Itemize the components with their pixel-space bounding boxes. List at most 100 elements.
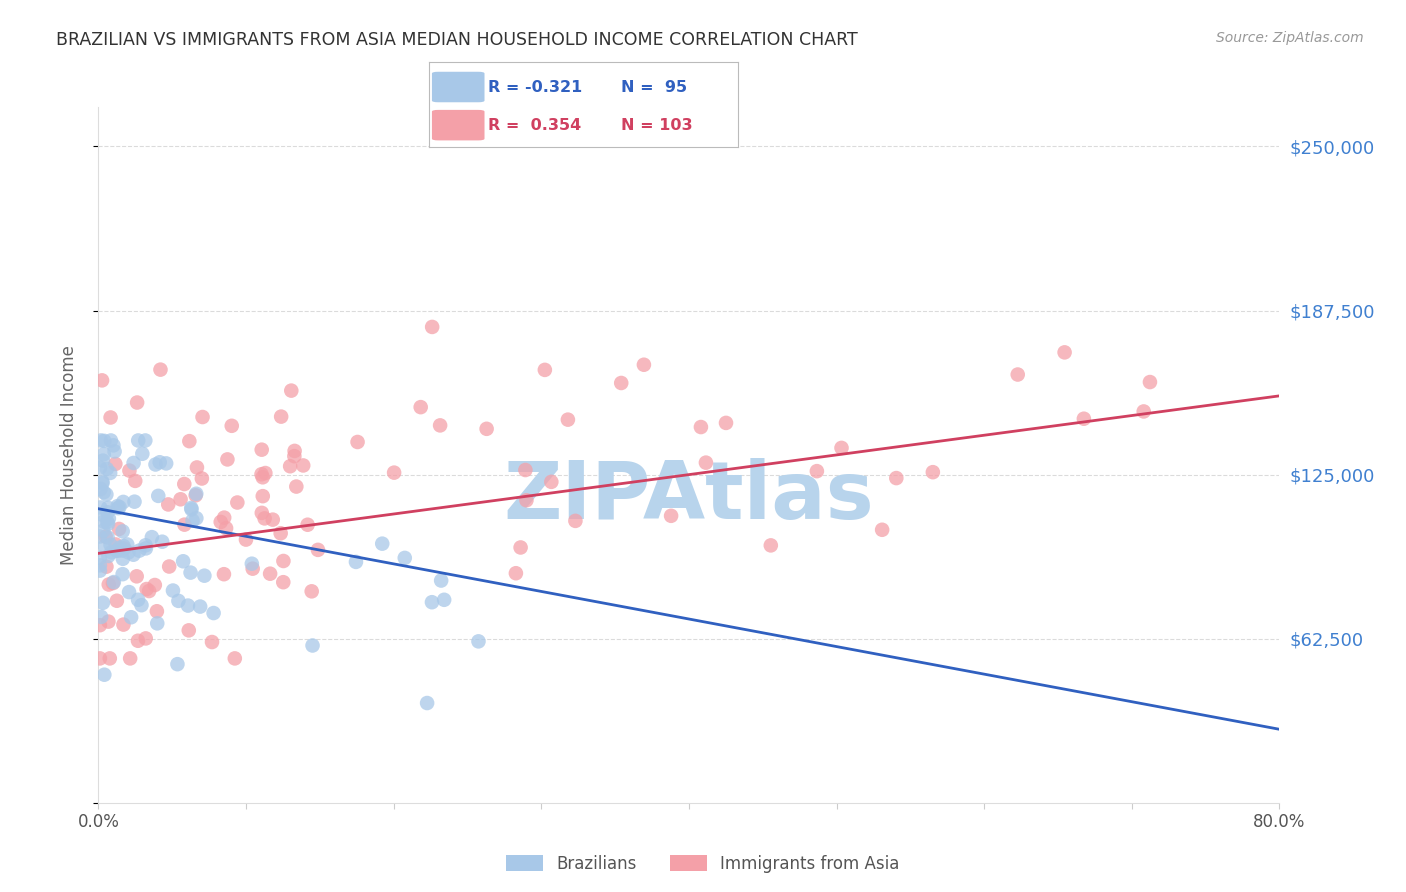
Point [202, 606, 225, 620]
Point [93, 524, 115, 538]
Point [111, 567, 134, 582]
Point [111, 524, 134, 539]
Point [1053, 345, 1076, 359]
Point [610, 376, 633, 390]
Point [98, 466, 121, 480]
Point [108, 541, 131, 555]
Point [90, 434, 112, 448]
Point [127, 434, 149, 448]
Point [633, 358, 655, 372]
Point [111, 543, 134, 558]
FancyBboxPatch shape [432, 71, 485, 103]
Point [252, 489, 274, 503]
Point [96, 515, 118, 529]
Point [89, 564, 111, 578]
Point [394, 550, 416, 565]
Point [259, 566, 281, 581]
Point [250, 442, 273, 457]
Point [141, 530, 163, 544]
Point [235, 533, 257, 547]
Point [96, 559, 118, 574]
FancyBboxPatch shape [432, 110, 485, 140]
Point [226, 495, 249, 509]
Point [285, 479, 308, 493]
Point [1007, 368, 1029, 382]
Point [564, 514, 586, 528]
Point [429, 418, 451, 433]
Point [93, 485, 115, 500]
Point [169, 492, 191, 507]
Point [143, 578, 166, 592]
Point [714, 416, 737, 430]
Text: R = -0.321: R = -0.321 [488, 79, 582, 95]
Text: ZIPAtlas: ZIPAtlas [503, 458, 875, 536]
Point [118, 464, 141, 478]
Point [212, 510, 235, 524]
Point [759, 538, 782, 552]
Point [131, 598, 153, 612]
Point [217, 452, 239, 467]
Point [467, 634, 489, 648]
Point [107, 501, 129, 516]
Point [108, 500, 131, 514]
Point [240, 557, 263, 571]
Point [534, 363, 557, 377]
Point [167, 594, 190, 608]
Point [505, 566, 527, 581]
Point [91, 453, 114, 467]
Point [89, 500, 111, 515]
Point [93, 515, 115, 529]
Point [283, 449, 305, 463]
Point [344, 555, 367, 569]
Point [180, 500, 202, 515]
Point [416, 696, 439, 710]
Point [104, 457, 127, 471]
Point [149, 362, 172, 376]
Point [221, 418, 243, 433]
Point [177, 624, 200, 638]
Point [173, 477, 195, 491]
Point [690, 420, 713, 434]
Point [97, 500, 120, 515]
Point [157, 559, 180, 574]
Point [128, 543, 150, 558]
Point [659, 508, 682, 523]
Point [90, 610, 112, 624]
Point [97, 615, 120, 629]
Point [94, 539, 117, 553]
Point [89, 529, 111, 543]
Point [89, 651, 111, 665]
Point [93, 447, 115, 461]
Point [135, 632, 157, 646]
Point [127, 395, 149, 409]
Text: R =  0.354: R = 0.354 [488, 118, 581, 133]
Point [166, 657, 188, 672]
Point [157, 498, 180, 512]
Point [371, 536, 394, 550]
Point [112, 539, 135, 553]
Point [215, 521, 238, 535]
Point [284, 443, 307, 458]
Point [155, 457, 177, 471]
Point [301, 639, 323, 653]
Point [134, 434, 156, 448]
Point [475, 422, 498, 436]
Text: BRAZILIAN VS IMMIGRANTS FROM ASIA MEDIAN HOUSEHOLD INCOME CORRELATION CHART: BRAZILIAN VS IMMIGRANTS FROM ASIA MEDIAN… [56, 31, 858, 49]
Point [297, 517, 319, 532]
Point [127, 633, 149, 648]
Point [201, 635, 224, 649]
Point [409, 400, 432, 414]
Point [273, 554, 295, 568]
Point [131, 447, 153, 461]
Point [292, 458, 315, 473]
Point [307, 542, 329, 557]
Point [98, 651, 121, 665]
Point [250, 506, 273, 520]
Point [96, 487, 118, 501]
Point [107, 543, 129, 558]
Point [186, 460, 208, 475]
Point [150, 534, 173, 549]
Point [100, 434, 122, 448]
Point [180, 502, 202, 516]
Point [94, 530, 117, 544]
